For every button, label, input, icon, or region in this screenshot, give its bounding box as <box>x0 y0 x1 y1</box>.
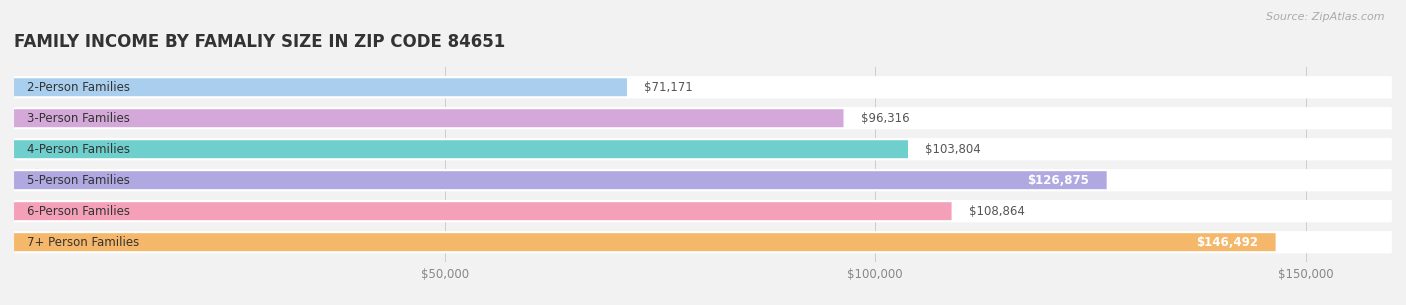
Text: 2-Person Families: 2-Person Families <box>27 81 129 94</box>
Text: 4-Person Families: 4-Person Families <box>27 143 129 156</box>
Text: $96,316: $96,316 <box>860 112 910 125</box>
Text: 5-Person Families: 5-Person Families <box>27 174 129 187</box>
Text: Source: ZipAtlas.com: Source: ZipAtlas.com <box>1267 12 1385 22</box>
FancyBboxPatch shape <box>14 109 844 127</box>
FancyBboxPatch shape <box>14 78 627 96</box>
Text: 3-Person Families: 3-Person Families <box>27 112 129 125</box>
FancyBboxPatch shape <box>14 107 1392 129</box>
Text: $126,875: $126,875 <box>1028 174 1090 187</box>
FancyBboxPatch shape <box>14 233 1275 251</box>
FancyBboxPatch shape <box>14 231 1392 253</box>
Text: $108,864: $108,864 <box>969 205 1025 218</box>
FancyBboxPatch shape <box>14 200 1392 222</box>
Text: 7+ Person Families: 7+ Person Families <box>27 236 139 249</box>
FancyBboxPatch shape <box>14 171 1107 189</box>
FancyBboxPatch shape <box>14 140 908 158</box>
Text: $103,804: $103,804 <box>925 143 981 156</box>
FancyBboxPatch shape <box>14 202 952 220</box>
FancyBboxPatch shape <box>14 138 1392 160</box>
Text: FAMILY INCOME BY FAMALIY SIZE IN ZIP CODE 84651: FAMILY INCOME BY FAMALIY SIZE IN ZIP COD… <box>14 34 505 52</box>
Text: $146,492: $146,492 <box>1197 236 1258 249</box>
Text: $71,171: $71,171 <box>644 81 693 94</box>
FancyBboxPatch shape <box>14 76 1392 99</box>
Text: 6-Person Families: 6-Person Families <box>27 205 129 218</box>
FancyBboxPatch shape <box>14 169 1392 191</box>
